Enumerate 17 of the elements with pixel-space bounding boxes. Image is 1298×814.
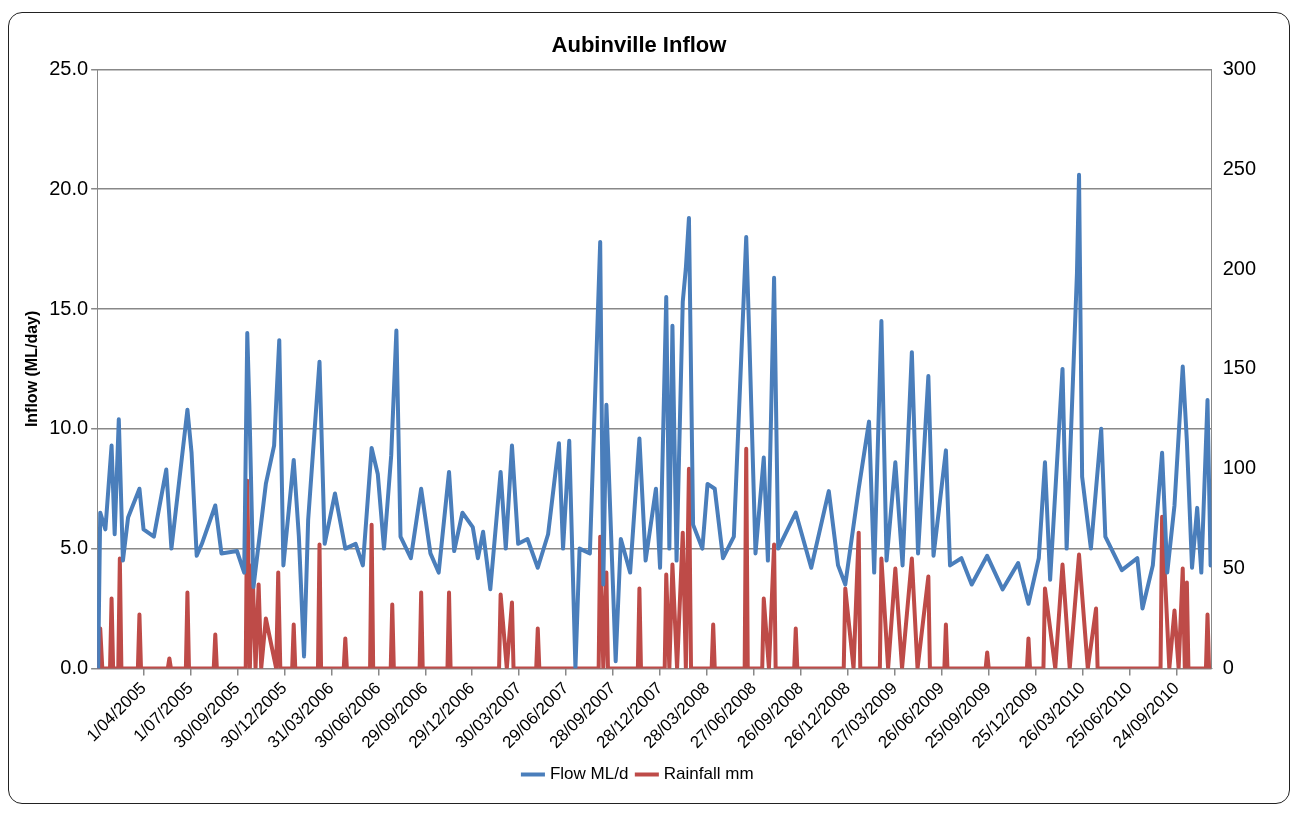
y-tick-label: 5.0 — [60, 536, 89, 559]
chart-title: Aubinville Inflow — [551, 32, 728, 58]
y-tick-label: 20.0 — [49, 176, 89, 199]
legend-label: Flow ML/d — [549, 764, 629, 784]
y2-tick-label: 300 — [1222, 56, 1257, 79]
y2-tick-label: 50 — [1222, 556, 1245, 579]
y2-tick-label: 150 — [1222, 356, 1257, 379]
legend-label: Rainfall mm — [663, 764, 754, 784]
y-tick-label: 15.0 — [49, 296, 89, 319]
y2-tick-label: 250 — [1222, 156, 1257, 179]
y-tick-label: 25.0 — [49, 56, 89, 79]
y2-tick-label: 200 — [1222, 256, 1257, 279]
y-axis-title: Inflow (ML/day) — [23, 310, 41, 428]
y-tick-label: 0.0 — [60, 655, 89, 678]
y2-tick-label: 100 — [1222, 456, 1257, 479]
y-tick-label: 10.0 — [49, 416, 89, 439]
y2-tick-label: 0 — [1222, 655, 1234, 678]
